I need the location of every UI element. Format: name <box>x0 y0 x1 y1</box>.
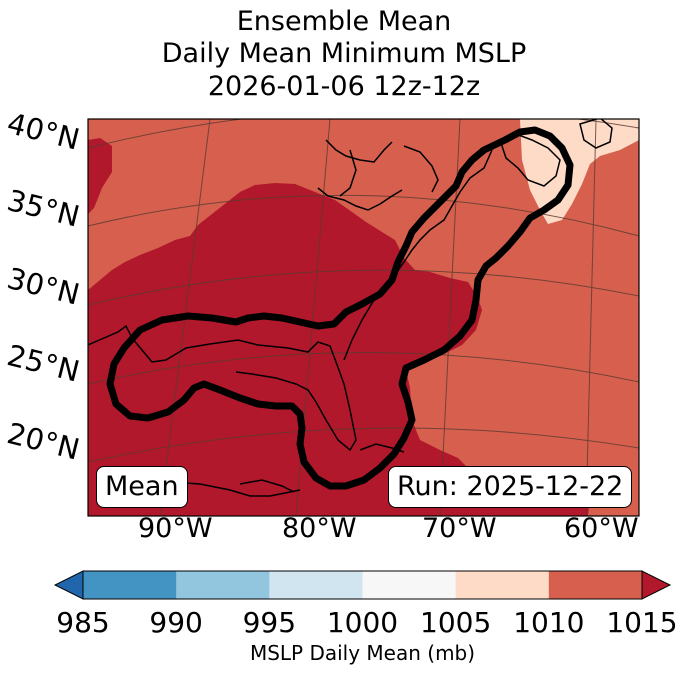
lon-label-70w: 70°W <box>422 513 497 544</box>
colorbar-segment <box>548 571 643 599</box>
lon-label-90w: 90°W <box>138 513 213 544</box>
map-canvas <box>87 118 640 517</box>
lon-label-80w: 80°W <box>282 513 357 544</box>
colorbar-segment <box>362 571 457 599</box>
run-date-box: Run: 2025-12-22 <box>388 466 633 508</box>
pressure-field-deep-west <box>88 138 112 214</box>
colorbar-tick-label: 995 <box>242 606 297 639</box>
colorbar-tick-label: 990 <box>149 606 203 639</box>
colorbar-extend-high <box>641 570 672 600</box>
title-line-1: Ensemble Mean <box>236 6 452 37</box>
colorbar-frame <box>82 570 643 600</box>
coastlines <box>88 119 613 501</box>
lon-label-60w: 60°W <box>564 513 639 544</box>
colorbar-label: MSLP Daily Mean (mb) <box>249 641 476 665</box>
colorbar-segment <box>176 571 270 599</box>
ensemble-contour <box>106 126 574 490</box>
colorbar <box>53 570 672 600</box>
map-frame <box>87 118 640 517</box>
pressure-field-1005 <box>520 119 639 224</box>
colorbar-segment <box>83 571 177 599</box>
colorbar-tick-label: 1000 <box>326 606 399 639</box>
colorbar-tick-label: 1015 <box>606 606 678 639</box>
pressure-field-deep <box>88 183 590 516</box>
colorbar-tick-label: 1010 <box>513 606 585 639</box>
colorbar-tick-label: 985 <box>56 606 110 639</box>
colorbar-extend-low <box>53 570 84 600</box>
title-line-2: Daily Mean Minimum MSLP <box>161 38 527 69</box>
colorbar-segment <box>269 571 363 599</box>
mean-box: Mean <box>96 466 188 508</box>
title-line-3: 2026-01-06 12z-12z <box>207 71 481 102</box>
colorbar-segment <box>455 571 550 599</box>
colorbar-tick-label: 1005 <box>420 606 492 639</box>
